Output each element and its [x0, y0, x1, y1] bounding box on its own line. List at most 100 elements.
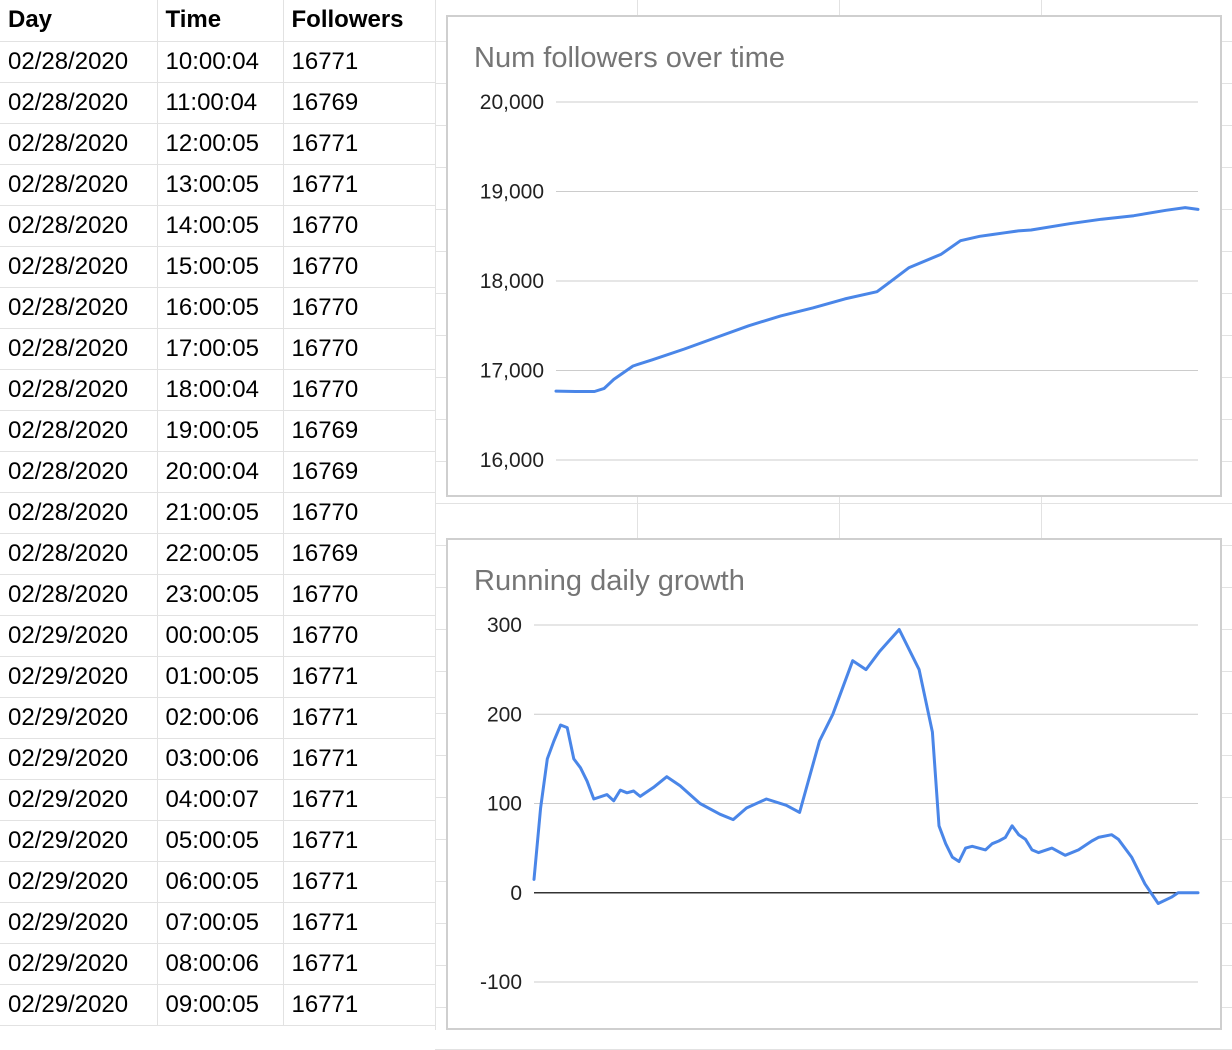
- growth-chart-svg: Running daily growth 300 200 100 0 -100: [474, 565, 1200, 994]
- header-day[interactable]: Day: [0, 0, 158, 42]
- grid-column-line: [637, 0, 638, 1030]
- cell-time[interactable]: 07:00:05: [157, 902, 284, 944]
- cell-day[interactable]: 02/28/2020: [0, 328, 158, 370]
- cell-followers[interactable]: 16769: [283, 82, 436, 124]
- header-time[interactable]: Time: [157, 0, 284, 42]
- followers-chart[interactable]: Num followers over time 20,000 19,000 18,00…: [446, 15, 1222, 497]
- cell-followers[interactable]: 16769: [283, 533, 436, 575]
- cell-followers[interactable]: 16770: [283, 369, 436, 411]
- cell-followers[interactable]: 16771: [283, 902, 436, 944]
- cell-followers[interactable]: 16771: [283, 656, 436, 698]
- cell-time[interactable]: 14:00:05: [157, 205, 284, 247]
- cell-time[interactable]: 00:00:05: [157, 615, 284, 657]
- cell-day[interactable]: 02/29/2020: [0, 738, 158, 780]
- cell-followers[interactable]: 16771: [283, 41, 436, 83]
- cell-day[interactable]: 02/28/2020: [0, 205, 158, 247]
- cell-time[interactable]: 08:00:06: [157, 943, 284, 985]
- cell-day[interactable]: 02/29/2020: [0, 820, 158, 862]
- cell-followers[interactable]: 16770: [283, 328, 436, 370]
- cell-followers[interactable]: 16771: [283, 164, 436, 206]
- table-row: 02/28/2020 13:00:05 16771: [0, 164, 436, 206]
- y-tick-label: 17,000: [480, 360, 544, 383]
- cell-day[interactable]: 02/29/2020: [0, 697, 158, 739]
- table-row: 02/28/2020 11:00:04 16769: [0, 82, 436, 124]
- table-row: 02/28/2020 12:00:05 16771: [0, 123, 436, 165]
- cell-time[interactable]: 19:00:05: [157, 410, 284, 452]
- cell-time[interactable]: 05:00:05: [157, 820, 284, 862]
- table-row: 02/29/2020 01:00:05 16771: [0, 656, 436, 698]
- cell-followers[interactable]: 16771: [283, 861, 436, 903]
- cell-time[interactable]: 16:00:05: [157, 287, 284, 329]
- y-tick-label: 100: [487, 793, 522, 816]
- y-tick-label: 300: [487, 614, 522, 637]
- cell-followers[interactable]: 16770: [283, 246, 436, 288]
- cell-day[interactable]: 02/28/2020: [0, 451, 158, 493]
- cell-followers[interactable]: 16771: [283, 738, 436, 780]
- cell-followers[interactable]: 16771: [283, 984, 436, 1026]
- cell-followers[interactable]: 16769: [283, 451, 436, 493]
- cell-day[interactable]: 02/29/2020: [0, 615, 158, 657]
- cell-day[interactable]: 02/28/2020: [0, 123, 158, 165]
- cell-time[interactable]: 01:00:05: [157, 656, 284, 698]
- cell-time[interactable]: 20:00:04: [157, 451, 284, 493]
- followers-chart-svg: Num followers over time 20,000 19,000 18,00…: [474, 42, 1200, 472]
- cell-followers[interactable]: 16770: [283, 615, 436, 657]
- header-followers[interactable]: Followers: [283, 0, 436, 42]
- cell-day[interactable]: 02/28/2020: [0, 41, 158, 83]
- cell-day[interactable]: 02/28/2020: [0, 82, 158, 124]
- table-row: 02/28/2020 15:00:05 16770: [0, 246, 436, 288]
- table-row: 02/29/2020 03:00:06 16771: [0, 738, 436, 780]
- cell-time[interactable]: 13:00:05: [157, 164, 284, 206]
- cell-time[interactable]: 17:00:05: [157, 328, 284, 370]
- cell-day[interactable]: 02/29/2020: [0, 984, 158, 1026]
- table-row: 02/29/2020 07:00:05 16771: [0, 902, 436, 944]
- cell-day[interactable]: 02/29/2020: [0, 779, 158, 821]
- table-row: 02/29/2020 00:00:05 16770: [0, 615, 436, 657]
- cell-day[interactable]: 02/29/2020: [0, 943, 158, 985]
- cell-followers[interactable]: 16770: [283, 205, 436, 247]
- cell-followers[interactable]: 16770: [283, 287, 436, 329]
- data-table[interactable]: Day Time Followers 02/28/2020 10:00:04 167…: [0, 0, 436, 1026]
- cell-time[interactable]: 21:00:05: [157, 492, 284, 534]
- cell-followers[interactable]: 16771: [283, 943, 436, 985]
- cell-followers[interactable]: 16771: [283, 697, 436, 739]
- grid-row-line: [435, 503, 1232, 504]
- cell-time[interactable]: 09:00:05: [157, 984, 284, 1026]
- table-row: 02/29/2020 02:00:06 16771: [0, 697, 436, 739]
- cell-time[interactable]: 04:00:07: [157, 779, 284, 821]
- growth-chart[interactable]: Running daily growth 300 200 100 0 -100: [446, 538, 1222, 1030]
- chart-title: Num followers over time: [474, 42, 785, 74]
- cell-day[interactable]: 02/28/2020: [0, 164, 158, 206]
- cell-followers[interactable]: 16771: [283, 779, 436, 821]
- cell-followers[interactable]: 16771: [283, 820, 436, 862]
- cell-time[interactable]: 12:00:05: [157, 123, 284, 165]
- cell-time[interactable]: 15:00:05: [157, 246, 284, 288]
- cell-day[interactable]: 02/28/2020: [0, 410, 158, 452]
- cell-day[interactable]: 02/28/2020: [0, 246, 158, 288]
- table-row: 02/28/2020 20:00:04 16769: [0, 451, 436, 493]
- cell-day[interactable]: 02/28/2020: [0, 533, 158, 575]
- cell-day[interactable]: 02/28/2020: [0, 287, 158, 329]
- cell-time[interactable]: 06:00:05: [157, 861, 284, 903]
- cell-followers[interactable]: 16771: [283, 123, 436, 165]
- cell-time[interactable]: 10:00:04: [157, 41, 284, 83]
- cell-day[interactable]: 02/29/2020: [0, 902, 158, 944]
- cell-day[interactable]: 02/28/2020: [0, 574, 158, 616]
- cell-day[interactable]: 02/29/2020: [0, 861, 158, 903]
- cell-time[interactable]: 03:00:06: [157, 738, 284, 780]
- cell-day[interactable]: 02/28/2020: [0, 492, 158, 534]
- cell-time[interactable]: 11:00:04: [157, 82, 284, 124]
- table-row: 02/29/2020 04:00:07 16771: [0, 779, 436, 821]
- table-row: 02/29/2020 08:00:06 16771: [0, 943, 436, 985]
- cell-time[interactable]: 22:00:05: [157, 533, 284, 575]
- cell-day[interactable]: 02/28/2020: [0, 369, 158, 411]
- cell-followers[interactable]: 16770: [283, 492, 436, 534]
- cell-time[interactable]: 18:00:04: [157, 369, 284, 411]
- cell-time[interactable]: 23:00:05: [157, 574, 284, 616]
- cell-followers[interactable]: 16769: [283, 410, 436, 452]
- cell-time[interactable]: 02:00:06: [157, 697, 284, 739]
- table-row: 02/28/2020 17:00:05 16770: [0, 328, 436, 370]
- cell-day[interactable]: 02/29/2020: [0, 656, 158, 698]
- cell-followers[interactable]: 16770: [283, 574, 436, 616]
